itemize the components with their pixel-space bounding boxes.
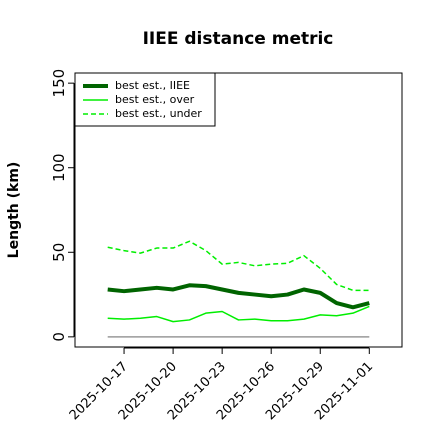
series-line (107, 283, 370, 310)
y-axis-label: Length (km) (6, 162, 22, 259)
series-line (107, 305, 370, 323)
plot-box (74, 72, 403, 348)
chart-title: IIEE distance metric (143, 29, 334, 49)
y-tick-label: 150 (50, 69, 68, 98)
series-line (107, 240, 370, 292)
legend-label: best est., under (115, 107, 202, 120)
y-tick-label: 0 (50, 332, 68, 342)
legend-label: best est., over (115, 93, 195, 106)
y-tick-label: 50 (50, 243, 68, 262)
y-tick-label: 100 (50, 153, 68, 182)
legend-label: best est., IIEE (115, 79, 190, 92)
